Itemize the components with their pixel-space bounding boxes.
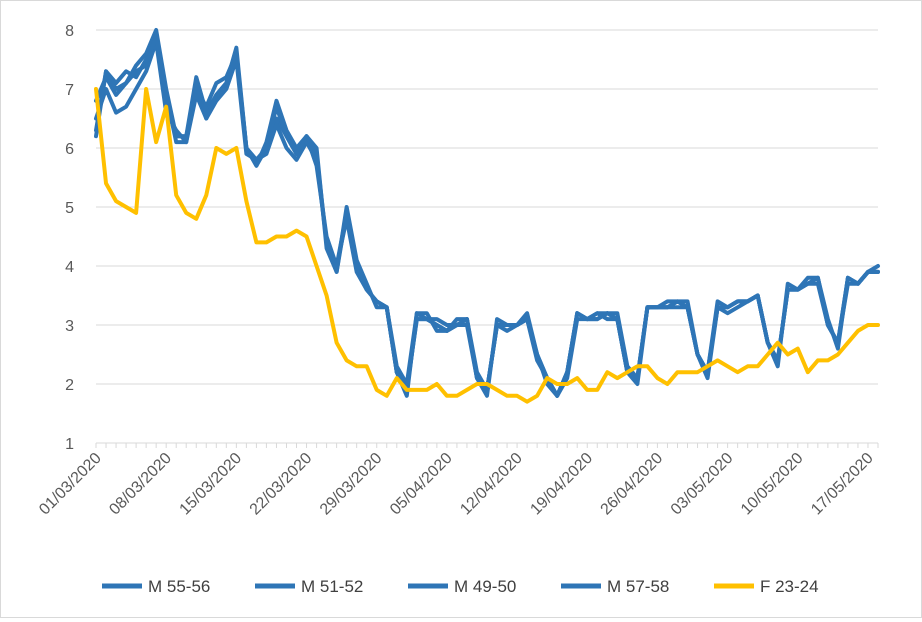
- x-tick-label: 08/03/2020: [106, 450, 175, 519]
- legend: M 55-56 M 51-52 M 49-50 M 57-58 F 23-24: [102, 577, 819, 596]
- y-tick-label: 7: [65, 82, 74, 99]
- x-tick-label: 05/04/2020: [387, 450, 456, 519]
- x-tick-label: 29/03/2020: [317, 450, 386, 519]
- legend-label: M 49-50: [454, 577, 516, 596]
- y-tick-label: 3: [65, 318, 74, 335]
- x-tick-label: 17/05/2020: [808, 450, 877, 519]
- x-tick-label: 19/04/2020: [527, 450, 596, 519]
- x-tick-label: 15/03/2020: [177, 450, 246, 519]
- x-tick-label: 10/05/2020: [738, 450, 807, 519]
- legend-label: M 57-58: [607, 577, 669, 596]
- series-lines: [94, 28, 880, 404]
- series-line-f-23-24: [94, 87, 880, 404]
- y-tick-label: 8: [65, 23, 74, 40]
- y-tick-label: 2: [65, 377, 74, 394]
- x-tick-label: 22/03/2020: [247, 450, 316, 519]
- series-line-m-49-50: [94, 28, 880, 398]
- y-tick-label: 4: [65, 259, 74, 276]
- x-tick-label: 26/04/2020: [598, 450, 667, 519]
- y-tick-label: 1: [65, 436, 74, 453]
- x-tick-label: 03/05/2020: [668, 450, 737, 519]
- x-tick-label: 12/04/2020: [457, 450, 526, 519]
- legend-label: F 23-24: [760, 577, 819, 596]
- series-line-m-55-56: [94, 33, 880, 398]
- legend-label: M 51-52: [301, 577, 363, 596]
- gridlines: [96, 29, 878, 385]
- series-line-m-57-58: [94, 33, 880, 398]
- y-tick-label: 5: [65, 200, 74, 217]
- legend-label: M 55-56: [148, 577, 210, 596]
- x-tick-label: 01/03/2020: [36, 450, 105, 519]
- y-tick-label: 6: [65, 141, 74, 158]
